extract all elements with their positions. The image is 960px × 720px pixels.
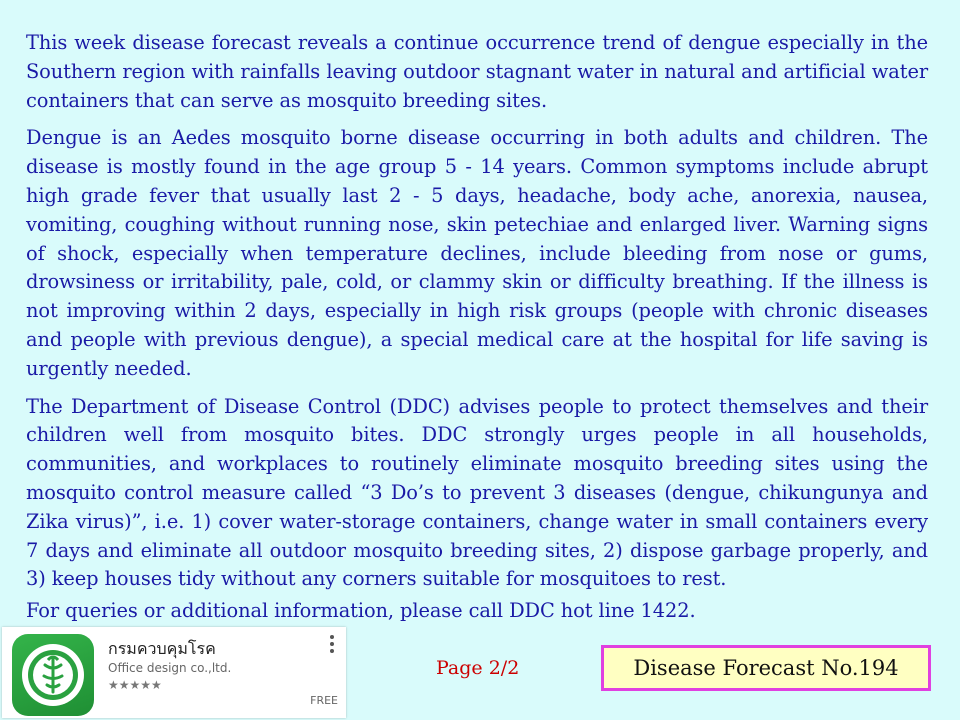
paragraph-intro: This week disease forecast reveals a con…: [26, 31, 928, 112]
forecast-text: This week disease forecast reveals a con…: [26, 29, 928, 626]
paragraph-contact: For queries or additional information, p…: [26, 599, 696, 623]
page-number: Page 2/2: [436, 657, 520, 679]
app-developer: Office design co.,ltd.: [108, 661, 232, 675]
paragraph-dengue-info: Dengue is an Aedes mosquito borne diseas…: [26, 126, 928, 380]
paragraph-ddc-advice: The Department of Disease Control (DDC) …: [26, 394, 928, 591]
app-price: FREE: [310, 694, 338, 707]
app-rating-stars: ★★★★★: [108, 678, 162, 692]
app-store-card[interactable]: กรมควบคุมโรค Office design co.,ltd. ★★★★…: [2, 627, 346, 718]
more-options-icon[interactable]: [330, 635, 336, 656]
ddc-logo-icon: [12, 634, 94, 716]
forecast-number-badge: Disease Forecast No.194: [601, 645, 931, 691]
app-name: กรมควบคุมโรค: [108, 639, 216, 658]
